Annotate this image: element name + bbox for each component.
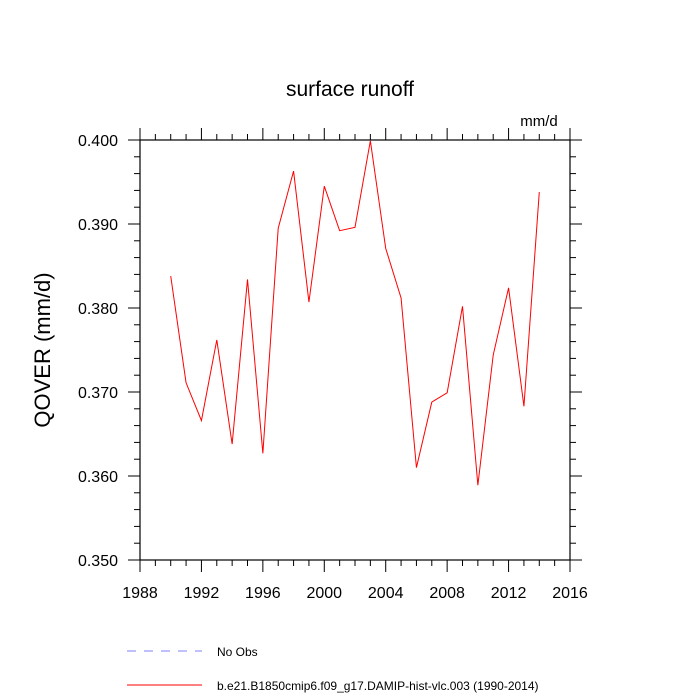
units-label: mm/d <box>520 113 558 130</box>
x-tick-label: 2012 <box>491 585 527 602</box>
legend-label-0: No Obs <box>217 645 258 659</box>
x-tick-label: 2000 <box>306 585 342 602</box>
y-tick-label: 0.370 <box>78 385 118 402</box>
x-tick-label: 2004 <box>368 585 404 602</box>
series-line-0 <box>170 140 540 486</box>
chart-title: surface runoff <box>286 78 414 101</box>
x-tick-label: 1988 <box>122 585 158 602</box>
y-tick-label: 0.380 <box>78 301 118 318</box>
x-tick-label: 2016 <box>552 585 588 602</box>
legend-label-1: b.e21.B1850cmip6.f09_g17.DAMIP-hist-vlc.… <box>217 679 539 693</box>
x-tick-label: 1996 <box>245 585 281 602</box>
y-axis-label: QOVER (mm/d) <box>30 272 55 427</box>
y-tick-label: 0.350 <box>78 553 118 570</box>
y-tick-label: 0.400 <box>78 133 118 150</box>
y-tick-label: 0.390 <box>78 217 118 234</box>
x-tick-label: 1992 <box>184 585 220 602</box>
y-tick-label: 0.360 <box>78 469 118 486</box>
x-tick-label: 2008 <box>429 585 465 602</box>
